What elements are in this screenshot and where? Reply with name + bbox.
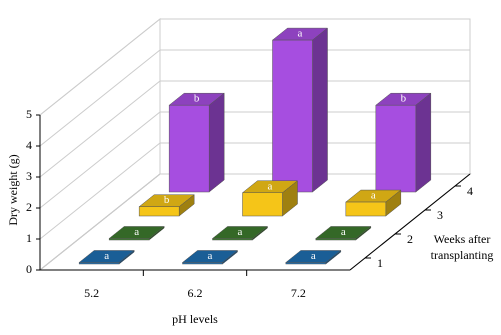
bar	[375, 92, 432, 193]
z-axis	[349, 173, 471, 271]
bar-letter: a	[341, 226, 346, 238]
bar	[241, 180, 299, 217]
x-tick-label: 6.2	[188, 286, 203, 300]
bar-front	[138, 206, 180, 217]
bar-front	[212, 238, 253, 241]
bar-letter: a	[238, 226, 243, 238]
grid-line	[39, 80, 470, 178]
bar-letter: a	[311, 250, 316, 262]
grid-line	[39, 111, 470, 209]
z-axis-label: Weeks after	[434, 232, 491, 246]
bar	[271, 27, 329, 193]
bar-side	[312, 27, 328, 193]
bar-front	[345, 201, 387, 217]
grid-line	[39, 142, 470, 240]
bar-letter: a	[208, 250, 213, 262]
bar	[181, 249, 239, 265]
bar-letter: b	[401, 93, 407, 105]
bar	[138, 194, 195, 217]
bar	[78, 249, 135, 265]
bar-letter: a	[104, 250, 109, 262]
bar-front	[182, 262, 223, 265]
bar-front	[272, 39, 313, 193]
y-tick-label: 5	[26, 107, 32, 121]
bar-front	[285, 262, 327, 265]
bar-letter: b	[194, 93, 200, 105]
z-tick-label: 2	[407, 232, 413, 246]
bar-letter: b	[164, 194, 170, 206]
z-tick-label: 4	[467, 184, 473, 198]
bar-letter: a	[268, 180, 273, 192]
y-tick-label: 4	[26, 138, 32, 152]
bar	[168, 92, 225, 193]
z-tick-label: 3	[437, 208, 443, 222]
z-tick-label: 1	[377, 256, 383, 270]
bar-letter: a	[371, 190, 376, 202]
y-tick-label: 1	[26, 231, 32, 245]
y-tick-label: 0	[26, 262, 32, 276]
x-tick-label: 7.2	[291, 286, 306, 300]
bar	[285, 249, 342, 265]
y-axis-label: Dry weight (g)	[6, 154, 20, 225]
bar-front	[168, 104, 210, 193]
x-tick-label: 5.2	[84, 286, 99, 300]
bar-letter: a	[134, 226, 139, 238]
y-tick-label: 3	[26, 169, 32, 183]
bar-front	[108, 238, 150, 241]
bar-front	[375, 104, 417, 193]
bar	[108, 225, 165, 241]
z-axis-label: transplanting	[431, 248, 494, 262]
bar	[315, 225, 372, 241]
bar-side	[415, 92, 432, 193]
bar	[211, 225, 269, 241]
x-axis-label: pH levels	[172, 312, 218, 326]
bar-front	[242, 192, 283, 217]
bar	[345, 189, 402, 217]
grid-line	[39, 173, 470, 271]
y-tick-label: 2	[26, 200, 32, 214]
bar-letter: a	[298, 28, 303, 40]
bar-front	[78, 262, 120, 265]
grid-line	[39, 18, 470, 116]
grid-line	[39, 49, 470, 147]
bar-front	[315, 238, 357, 241]
bar-side	[208, 92, 225, 193]
